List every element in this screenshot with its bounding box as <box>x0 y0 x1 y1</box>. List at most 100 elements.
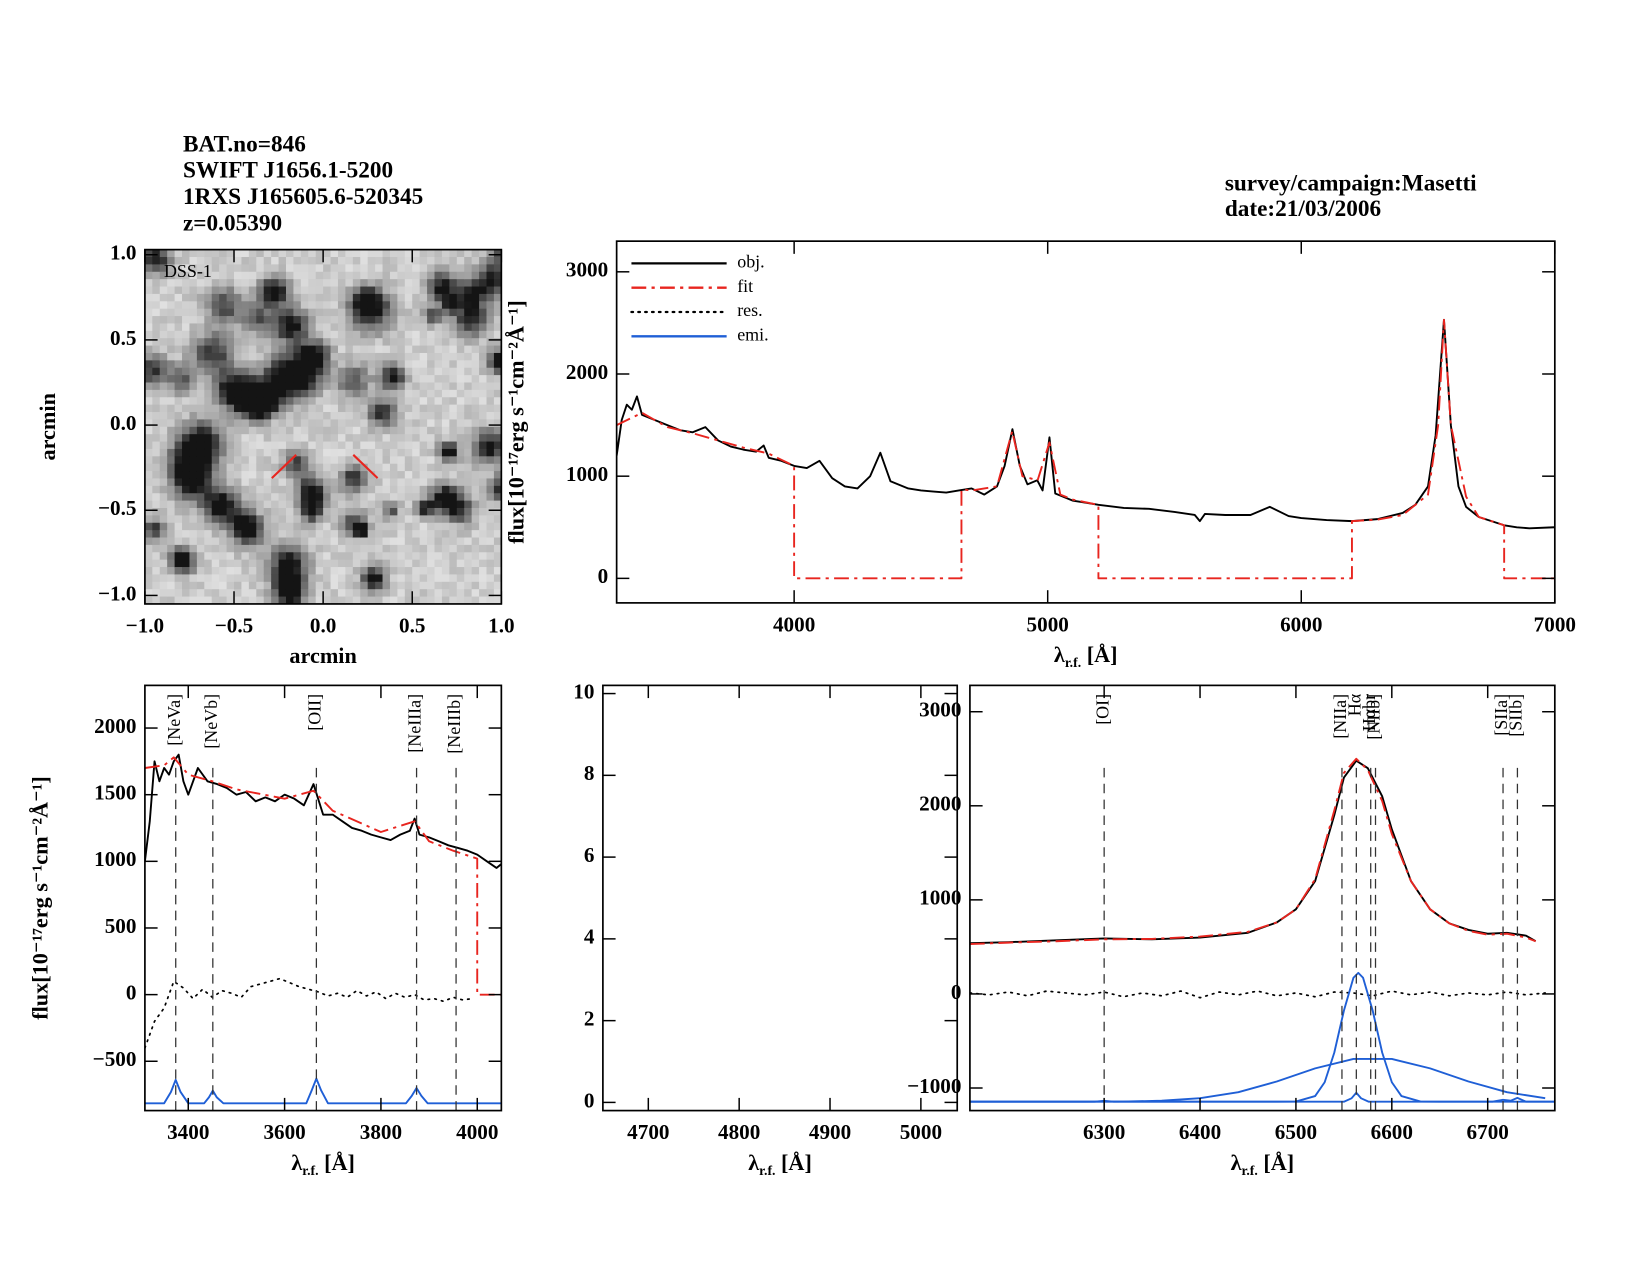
image-pixel <box>234 301 242 310</box>
y-axis-label: flux[10⁻¹⁷erg s⁻¹cm⁻²Å⁻¹] <box>28 776 53 1020</box>
image-pixel <box>397 345 406 354</box>
image-pixel <box>367 559 376 568</box>
image-pixel <box>308 345 317 354</box>
image-pixel <box>174 581 183 590</box>
image-pixel <box>204 308 213 317</box>
y-tick-label: −500 <box>93 1047 137 1071</box>
image-pixel <box>211 530 220 539</box>
image-pixel <box>441 279 450 288</box>
image-pixel <box>367 404 376 413</box>
image-pixel <box>389 574 398 583</box>
image-pixel <box>315 256 324 265</box>
image-pixel <box>404 249 413 258</box>
image-pixel <box>449 301 458 310</box>
image-pixel <box>382 559 391 568</box>
image-pixel <box>159 530 168 539</box>
image-pixel <box>486 256 495 265</box>
image-pixel <box>382 375 391 384</box>
image-pixel <box>397 249 406 258</box>
image-pixel <box>427 271 436 280</box>
image-pixel <box>204 397 213 406</box>
image-pixel <box>493 515 502 524</box>
image-pixel <box>211 537 220 546</box>
image-pixel <box>367 537 376 546</box>
image-pixel <box>182 271 190 280</box>
image-pixel <box>427 567 436 575</box>
image-pixel <box>308 515 317 524</box>
image-pixel <box>352 448 361 457</box>
image-pixel <box>464 478 473 487</box>
image-pixel <box>271 279 280 288</box>
image-pixel <box>493 256 502 265</box>
image-pixel <box>248 308 257 317</box>
image-pixel <box>167 397 176 406</box>
line-label: Hαbr <box>1359 694 1379 731</box>
image-pixel <box>256 323 265 332</box>
image-pixel <box>345 463 354 472</box>
image-pixel <box>479 515 488 524</box>
image-pixel <box>330 338 339 347</box>
image-pixel <box>308 507 317 516</box>
image-pixel <box>389 441 398 450</box>
image-pixel <box>471 389 480 398</box>
image-pixel <box>248 507 257 516</box>
image-pixel <box>419 507 428 516</box>
image-pixel <box>234 338 242 347</box>
image-pixel <box>337 589 346 598</box>
image-pixel <box>389 544 398 553</box>
image-pixel <box>241 301 250 310</box>
image-pixel <box>159 567 168 575</box>
image-pixel <box>285 522 294 531</box>
image-pixel <box>159 375 168 384</box>
image-pixel <box>352 419 361 428</box>
image-pixel <box>271 375 280 384</box>
image-pixel <box>464 567 473 575</box>
image-pixel <box>300 567 309 575</box>
image-pixel <box>152 264 161 273</box>
image-pixel <box>337 500 346 509</box>
image-pixel <box>248 530 257 539</box>
image-pixel <box>263 493 272 502</box>
image-pixel <box>493 574 502 583</box>
image-pixel <box>427 471 436 479</box>
image-pixel <box>204 345 213 354</box>
image-pixel <box>397 493 406 502</box>
image-pixel <box>278 308 287 317</box>
image-pixel <box>419 308 428 317</box>
image-pixel <box>449 507 458 516</box>
image-pixel <box>441 530 450 539</box>
image-pixel <box>493 249 502 258</box>
image-pixel <box>196 434 205 443</box>
image-pixel <box>471 500 480 509</box>
image-pixel <box>486 375 495 384</box>
image-pixel <box>189 589 198 598</box>
image-pixel <box>471 471 480 479</box>
image-pixel <box>219 412 228 420</box>
image-pixel <box>308 419 317 428</box>
image-pixel <box>278 434 287 443</box>
image-pixel <box>211 301 220 310</box>
image-pixel <box>293 426 302 435</box>
image-pixel <box>337 537 346 546</box>
image-pixel <box>441 552 450 561</box>
image-pixel <box>226 589 235 598</box>
image-pixel <box>382 426 391 435</box>
image-pixel <box>308 301 317 310</box>
image-pixel <box>397 352 406 361</box>
image-pixel <box>293 293 302 302</box>
image-pixel <box>189 382 198 391</box>
image-pixel <box>449 530 458 539</box>
image-pixel <box>382 596 391 604</box>
image-pixel <box>189 286 198 295</box>
image-pixel <box>456 352 465 361</box>
image-pixel <box>345 249 354 258</box>
image-pixel <box>271 412 280 420</box>
y-tick-label: 1000 <box>566 462 608 486</box>
image-pixel <box>404 530 413 539</box>
image-pixel <box>159 404 168 413</box>
image-pixel <box>256 493 265 502</box>
image-pixel <box>449 345 458 354</box>
image-pixel <box>152 441 161 450</box>
image-pixel <box>285 264 294 273</box>
